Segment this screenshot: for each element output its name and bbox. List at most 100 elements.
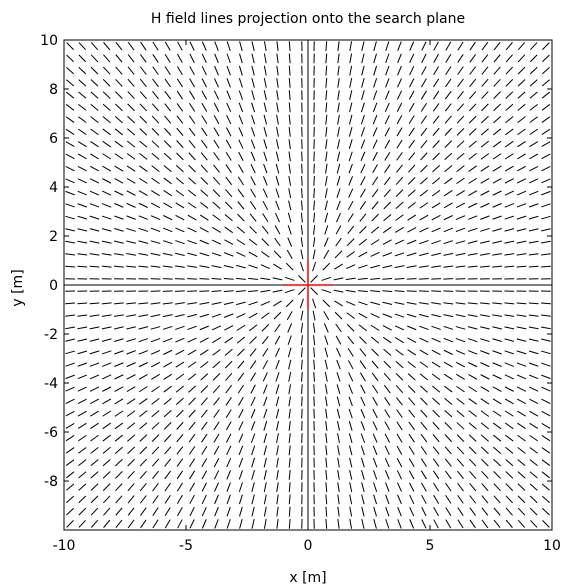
- field-line-segment: [529, 54, 538, 63]
- field-line-segment: [481, 91, 489, 100]
- field-line-segment: [335, 237, 342, 247]
- field-line-segment: [541, 386, 551, 392]
- field-line-segment: [262, 200, 269, 210]
- field-line-segment: [89, 374, 100, 380]
- field-line-segment: [249, 348, 257, 357]
- field-line-segment: [504, 240, 515, 244]
- field-line-segment: [65, 228, 75, 232]
- field-line-segment: [150, 349, 161, 355]
- field-line-segment: [199, 252, 210, 257]
- field-line-segment: [528, 203, 539, 208]
- field-line-segment: [189, 103, 196, 112]
- field-line-segment: [359, 348, 367, 357]
- field-line-segment: [517, 471, 526, 479]
- field-line-segment: [212, 189, 221, 197]
- field-line-segment: [408, 397, 416, 406]
- field-line-segment: [77, 203, 88, 208]
- field-line-segment: [115, 91, 123, 99]
- field-line-segment: [540, 314, 551, 317]
- field-line-segment: [382, 265, 393, 269]
- field-line-segment: [382, 313, 393, 318]
- field-line-segment: [126, 398, 136, 405]
- field-line-segment: [336, 139, 341, 150]
- field-line-segment: [152, 482, 159, 492]
- field-line-segment: [139, 165, 148, 172]
- field-line-segment: [102, 422, 111, 430]
- field-line-segment: [517, 91, 526, 99]
- field-line-segment: [540, 253, 551, 256]
- field-line-segment: [528, 362, 539, 367]
- field-line-segment: [65, 350, 75, 355]
- field-line-segment: [396, 127, 403, 137]
- field-line-segment: [127, 66, 135, 75]
- field-line-segment: [163, 165, 172, 173]
- field-line-segment: [212, 337, 221, 344]
- field-line-segment: [225, 139, 232, 149]
- field-line-segment: [102, 446, 111, 454]
- field-line-segment: [325, 90, 328, 101]
- field-line-segment: [237, 360, 245, 369]
- field-line-segment: [444, 165, 453, 173]
- field-line-segment: [493, 78, 501, 87]
- field-line-segment: [226, 65, 231, 76]
- field-line-segment: [324, 212, 329, 223]
- field-line-segment: [541, 228, 551, 232]
- field-line-segment: [382, 290, 393, 292]
- field-line-segment: [90, 422, 99, 429]
- field-line-segment: [541, 178, 551, 184]
- field-line-segment: [213, 152, 220, 161]
- field-line-segment: [443, 373, 453, 380]
- field-line-segment: [359, 226, 367, 234]
- field-line-segment: [406, 252, 417, 257]
- field-line-segment: [176, 103, 184, 112]
- field-line-segment: [236, 226, 245, 234]
- field-line-segment: [433, 78, 440, 88]
- field-line-segment: [276, 126, 279, 137]
- field-line-segment: [337, 469, 340, 480]
- field-line-segment: [150, 337, 161, 343]
- field-line-segment: [541, 338, 551, 342]
- field-line-segment: [528, 265, 539, 268]
- field-line-segment: [336, 359, 341, 370]
- field-line-segment: [541, 215, 551, 220]
- field-line-segment: [481, 470, 489, 479]
- field-line-segment: [226, 433, 232, 443]
- field-line-segment: [77, 398, 87, 405]
- field-line-segment: [263, 139, 268, 149]
- field-line-segment: [529, 66, 538, 75]
- field-line-segment: [443, 314, 454, 318]
- field-line-segment: [443, 240, 454, 245]
- field-line-segment: [433, 494, 440, 504]
- field-line-segment: [213, 433, 220, 443]
- field-line-segment: [337, 494, 340, 505]
- field-line-segment: [301, 371, 303, 382]
- field-line-segment: [102, 459, 111, 467]
- field-line-segment: [101, 350, 112, 355]
- field-line-segment: [528, 326, 539, 330]
- field-line-segment: [248, 238, 258, 246]
- field-line-segment: [66, 520, 74, 528]
- field-line-segment: [275, 347, 280, 358]
- field-line-segment: [152, 90, 159, 100]
- field-line-segment: [480, 253, 490, 256]
- field-line-segment: [224, 325, 234, 331]
- field-line-segment: [360, 421, 366, 431]
- field-line-segment: [325, 469, 328, 480]
- field-line-segment: [395, 226, 404, 233]
- field-line-segment: [102, 91, 111, 99]
- field-line-segment: [263, 457, 267, 468]
- field-line-segment: [261, 335, 269, 345]
- field-line-segment: [432, 470, 440, 480]
- field-line-segment: [432, 103, 440, 112]
- field-line-segment: [372, 470, 378, 480]
- field-line-segment: [189, 482, 195, 492]
- field-line-segment: [349, 77, 353, 88]
- field-line-segment: [480, 338, 490, 343]
- field-line-segment: [360, 139, 366, 149]
- field-line-segment: [114, 140, 124, 148]
- field-line-segment: [276, 518, 279, 529]
- field-line-segment: [408, 458, 415, 468]
- field-line-segment: [250, 372, 257, 382]
- field-line-segment: [263, 469, 267, 480]
